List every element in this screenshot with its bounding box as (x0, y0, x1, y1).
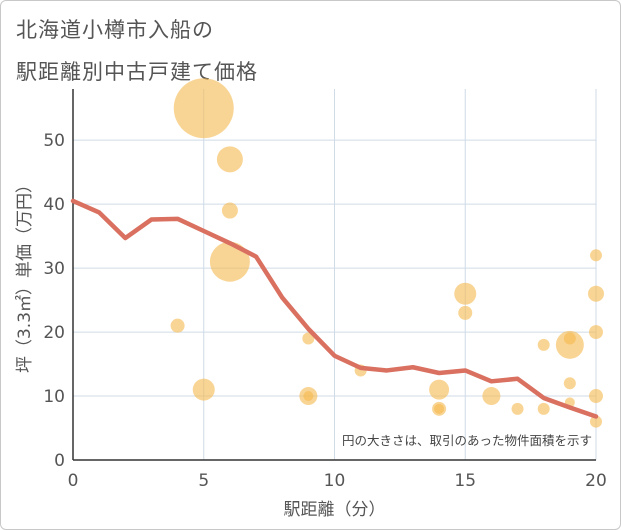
data-bubble (588, 285, 604, 302)
data-bubble (511, 402, 524, 415)
data-bubble (216, 146, 243, 173)
y-tick-label: 50 (43, 131, 65, 151)
data-bubble (537, 338, 550, 351)
x-tick-label: 0 (68, 471, 79, 491)
y-tick-label: 10 (43, 387, 65, 407)
data-bubble (555, 330, 584, 359)
data-bubble (482, 387, 501, 406)
data-bubble (590, 415, 602, 428)
x-axis-title: 駅距離（分） (284, 500, 386, 520)
data-bubble (170, 318, 185, 333)
data-bubble (429, 379, 450, 400)
data-bubble (209, 241, 250, 282)
data-bubble (563, 332, 576, 345)
data-bubble (537, 402, 550, 415)
data-bubble (173, 78, 234, 139)
y-tick-label: 20 (43, 323, 65, 343)
y-tick-label: 30 (43, 259, 65, 279)
data-bubble (589, 389, 603, 404)
x-tick-label: 15 (454, 471, 476, 491)
data-bubble (563, 377, 576, 390)
x-tick-label: 20 (585, 471, 607, 491)
data-bubble (458, 305, 473, 320)
chart-title-line1: 北海道小樽市入船の (16, 18, 214, 42)
x-tick-label: 5 (198, 471, 209, 491)
data-bubble (221, 202, 238, 219)
data-bubble (302, 332, 315, 345)
data-bubble (590, 249, 602, 262)
data-bubble (589, 325, 603, 340)
y-tick-label: 40 (43, 195, 65, 215)
data-bubble (192, 378, 215, 401)
chart-title-line2: 駅距離別中古戸建て価格 (16, 60, 258, 84)
y-tick-label: 0 (54, 451, 65, 471)
data-bubble (454, 282, 477, 305)
average-price-line (70, 198, 599, 419)
data-bubble (434, 403, 445, 414)
x-tick-label: 10 (324, 471, 346, 491)
bubble-size-note: 円の大きさは、取引のあった物件面積を示す (342, 433, 592, 448)
y-axis-title: 坪（3.3㎡）単価（万円） (15, 176, 35, 373)
data-bubble (303, 391, 314, 402)
